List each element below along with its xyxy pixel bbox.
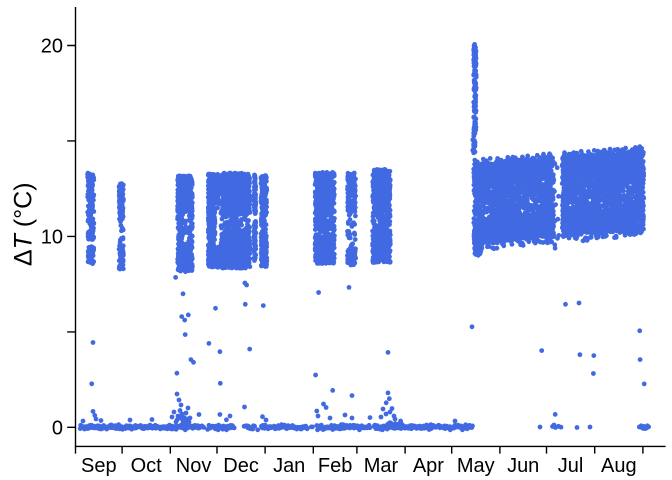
svg-text:Jun: Jun — [507, 455, 539, 477]
svg-text:Apr: Apr — [413, 455, 444, 477]
svg-text:Mar: Mar — [364, 455, 399, 477]
svg-text:Feb: Feb — [318, 455, 352, 477]
svg-text:Jan: Jan — [273, 455, 305, 477]
svg-text:May: May — [457, 455, 495, 477]
svg-text:0: 0 — [52, 418, 63, 440]
svg-text:Oct: Oct — [131, 455, 163, 477]
svg-text:ΔT (°C): ΔT (°C) — [10, 182, 38, 266]
svg-text:Nov: Nov — [176, 455, 212, 477]
svg-text:10: 10 — [41, 227, 63, 249]
svg-text:Dec: Dec — [223, 455, 259, 477]
svg-text:Aug: Aug — [601, 455, 637, 477]
svg-text:20: 20 — [41, 36, 63, 58]
svg-text:Sep: Sep — [81, 455, 117, 477]
svg-text:Jul: Jul — [558, 455, 584, 477]
